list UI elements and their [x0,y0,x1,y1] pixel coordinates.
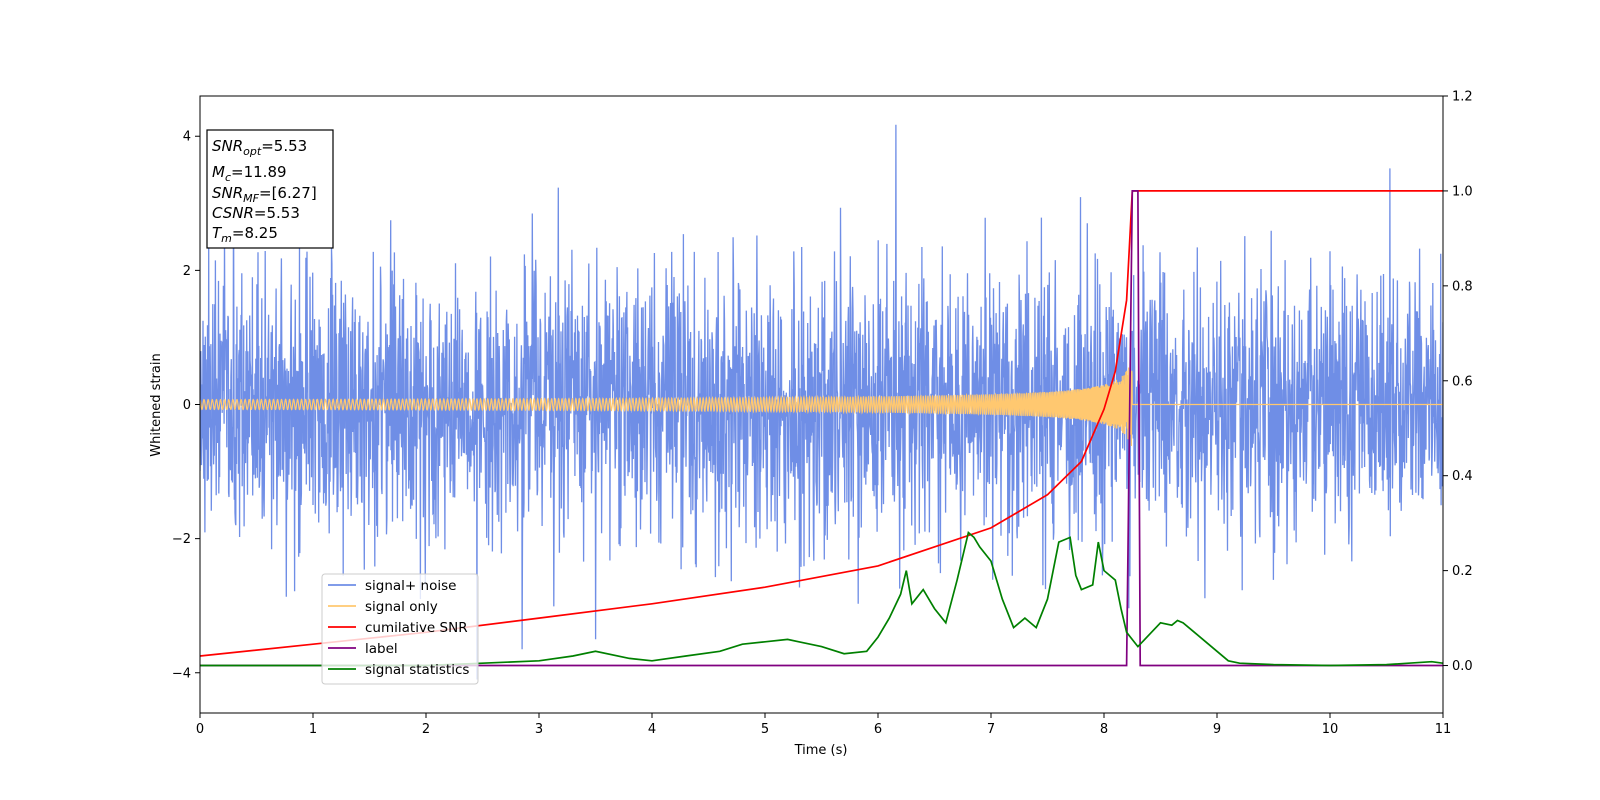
legend-label-signal-only: signal only [365,599,438,615]
legend-frame [321,573,479,685]
info-snr-mf-symbol: SNR [212,184,243,202]
y-right-tick-label: 0.8 [1452,279,1473,294]
x-tick-label: 7 [987,722,995,737]
x-tick-label: 8 [1100,722,1108,737]
signal-plus-noise-line [200,124,1443,680]
y-right-tick-label: 1.0 [1452,184,1473,199]
info-snr-opt-symbol: SNR [212,137,243,155]
legend: signal+ noise signal only cumilative SNR… [321,573,479,685]
x-tick-label: 9 [1213,722,1221,737]
info-snr-mf: SNRMF=[6.27] [212,184,317,205]
info-mc: Mc=11.89 [212,163,287,184]
legend-label-cumulative-snr: cumilative SNR [365,620,468,636]
y-right-tick-label: 0.6 [1452,374,1473,389]
x-tick-label: 4 [648,722,656,737]
signal-statistics-line [200,531,1443,667]
y-axis-label: Whitened strain [149,353,164,456]
info-snr-mf-value: =[6.27] [259,184,317,202]
y-tick-label: 2 [183,264,191,279]
x-tick-label: 10 [1322,722,1339,737]
legend-label-signal-statistics: signal statistics [365,662,469,678]
info-tm: Tm=8.25 [212,224,278,245]
y-tick-label: −2 [172,532,191,547]
info-mc-subscript: c [225,171,231,184]
info-mc-value: =11.89 [231,163,287,181]
x-tick-label: 2 [422,722,430,737]
signal-only-line [200,367,1443,447]
info-box-frame [206,129,334,249]
x-axis-label: Time (s) [794,743,848,758]
legend-label-signal-noise: signal+ noise [365,578,456,594]
info-csnr-value: =5.53 [254,204,300,222]
y-tick-label: 0 [183,398,191,413]
info-snr-mf-subscript: MF [243,192,259,205]
info-box: SNRopt=5.53 Mc=11.89 SNRMF=[6.27] CSNR=5… [206,129,334,249]
legend-label-label: label [365,641,398,657]
info-snr-opt-subscript: opt [243,145,262,158]
y-right-tick-label: 0.0 [1452,659,1473,674]
y-right-tick-label: 1.2 [1452,90,1473,105]
info-mc-symbol: M [212,163,225,181]
y-right-tick-label: 0.2 [1452,564,1473,579]
axis-ticks: 0 1 2 3 4 5 6 7 8 9 10 11 4 2 0 −2 −4 1.2 1.0 0.8 0.6 0.4 0.2 0… [172,90,1473,738]
x-tick-label: 0 [196,722,204,737]
info-csnr-symbol: CSNR [212,204,254,222]
label-line [200,190,1443,667]
info-tm-symbol: T [212,224,223,242]
info-tm-value: =8.25 [232,224,278,242]
x-tick-label: 3 [535,722,543,737]
x-tick-label: 5 [761,722,769,737]
info-csnr: CSNR=5.53 [212,204,300,222]
info-snr-opt-value: =5.53 [261,137,307,155]
x-tick-label: 1 [309,722,317,737]
x-tick-label: 11 [1435,722,1452,737]
info-snr-opt: SNRopt=5.53 [212,137,307,158]
x-tick-label: 6 [874,722,882,737]
y-tick-label: −4 [172,666,191,681]
y-tick-label: 4 [183,130,191,145]
y-right-tick-label: 0.4 [1452,469,1473,484]
info-tm-subscript: m [221,232,232,245]
